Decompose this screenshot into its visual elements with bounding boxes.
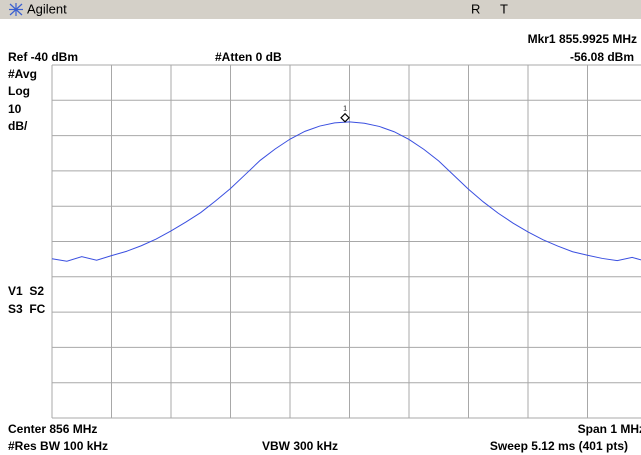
rbw: #Res BW 100 kHz	[8, 439, 108, 453]
marker-label: 1	[343, 106, 347, 113]
v1-s2: V1 S2	[8, 284, 44, 298]
title-bar	[0, 0, 641, 19]
ref-level: Ref -40 dBm	[8, 50, 78, 64]
s3-fc: S3 FC	[8, 302, 46, 316]
status-t: T	[500, 1, 508, 16]
attenuation: #Atten 0 dB	[215, 50, 282, 64]
sweep: Sweep 5.12 ms (401 pts)	[490, 439, 628, 453]
brand: Agilent	[27, 1, 67, 16]
span: Span 1 MHz	[578, 422, 641, 436]
logo-icon	[9, 3, 23, 16]
marker-readout: Mkr1 855.9925 MHz	[528, 32, 637, 46]
scale-div: 10	[8, 102, 22, 116]
status-r: R	[471, 1, 480, 16]
avg: #Avg	[8, 67, 37, 81]
scale: Log	[8, 84, 30, 98]
trace	[51, 121, 641, 262]
marker-diamond	[340, 112, 350, 123]
center-freq: Center 856 MHz	[8, 422, 97, 436]
marker-level: -56.08 dBm	[570, 50, 634, 64]
vbw: VBW 300 kHz	[262, 439, 338, 453]
scale-unit: dB/	[8, 119, 28, 133]
